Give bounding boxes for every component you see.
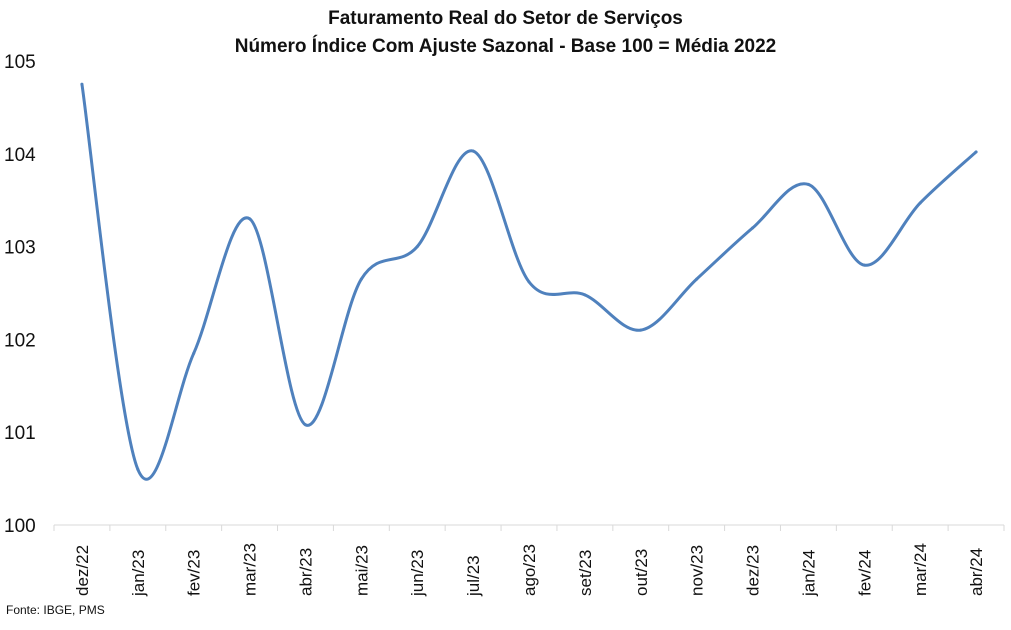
x-tick-label: jan/23 — [129, 550, 148, 597]
data-point-ago/23 — [527, 280, 531, 284]
data-point-out/23 — [639, 328, 643, 332]
data-point-set/23 — [583, 293, 587, 297]
x-tick-label: fev/23 — [185, 550, 204, 596]
x-tick-label: mar/23 — [241, 543, 260, 596]
data-point-jan/24 — [806, 182, 810, 186]
data-point-fev/24 — [862, 263, 866, 267]
x-tick-label: dez/22 — [73, 545, 92, 596]
x-tick-label: jul/23 — [464, 555, 483, 597]
data-point-jan/23 — [136, 467, 140, 471]
x-tick-label: nov/23 — [688, 545, 707, 596]
series-points — [80, 82, 978, 471]
y-axis-ticks: 100 101 102 103 104 105 — [4, 52, 36, 537]
data-point-mar/24 — [918, 201, 922, 205]
x-tick-label: out/23 — [632, 549, 651, 596]
x-tick-label: set/23 — [576, 550, 595, 596]
y-tick-label: 104 — [4, 145, 36, 166]
x-tick-label: abr/23 — [296, 548, 315, 596]
x-tick-label: jun/23 — [408, 550, 427, 597]
x-tick-label: dez/23 — [744, 545, 763, 596]
y-tick-label: 105 — [4, 52, 36, 73]
data-point-nov/23 — [695, 277, 699, 281]
x-tick-label: mar/24 — [911, 543, 930, 596]
data-point-abr/23 — [303, 423, 307, 427]
x-tick-label: abr/24 — [967, 548, 986, 596]
data-point-fev/23 — [192, 351, 196, 355]
y-tick-label: 103 — [4, 238, 36, 259]
y-tick-label: 100 — [4, 516, 36, 537]
data-point-dez/23 — [751, 226, 755, 230]
y-tick-label: 102 — [4, 330, 36, 351]
data-point-dez/22 — [80, 82, 84, 86]
x-tick-label: mai/23 — [352, 545, 371, 596]
y-tick-label: 101 — [4, 423, 36, 444]
source-note: Fonte: IBGE, PMS — [6, 603, 105, 617]
chart-subtitle: Número Índice Com Ajuste Sazonal - Base … — [234, 36, 777, 57]
data-point-jul/23 — [471, 149, 475, 153]
x-tick-label: ago/23 — [520, 544, 539, 596]
x-axis-labels: dez/22 jan/23 fev/23 mar/23 abr/23 mai/23 jun/… — [73, 543, 986, 597]
chart-title: Faturamento Real do Setor de Serviços — [328, 8, 683, 29]
x-axis-tickmarks — [53, 525, 1005, 531]
data-point-mar/23 — [248, 217, 252, 221]
x-tick-label: jan/24 — [799, 550, 818, 597]
data-point-mai/23 — [359, 277, 363, 281]
data-point-abr/24 — [974, 150, 978, 154]
data-point-jun/23 — [415, 245, 419, 249]
x-tick-label: fev/24 — [855, 550, 874, 596]
